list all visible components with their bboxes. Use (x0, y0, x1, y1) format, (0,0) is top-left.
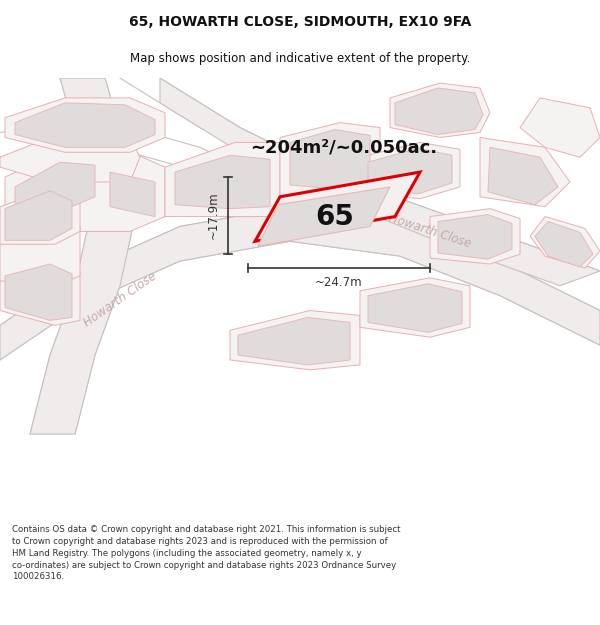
Text: Map shows position and indicative extent of the property.: Map shows position and indicative extent… (130, 52, 470, 65)
Polygon shape (0, 138, 140, 182)
Polygon shape (390, 83, 490, 138)
Polygon shape (160, 78, 600, 286)
Text: 65: 65 (316, 202, 355, 231)
Text: ~17.9m: ~17.9m (206, 192, 220, 239)
Polygon shape (360, 278, 470, 338)
Polygon shape (255, 172, 420, 241)
Polygon shape (535, 221, 593, 267)
Polygon shape (488, 148, 558, 205)
Polygon shape (530, 217, 600, 268)
Polygon shape (290, 129, 370, 189)
Text: Contains OS data © Crown copyright and database right 2021. This information is : Contains OS data © Crown copyright and d… (12, 525, 401, 581)
Polygon shape (165, 142, 280, 217)
Polygon shape (368, 284, 462, 332)
Polygon shape (438, 214, 512, 259)
Polygon shape (15, 103, 155, 148)
Polygon shape (5, 98, 165, 152)
Text: Howarth Close: Howarth Close (387, 212, 473, 251)
Text: ~204m²/~0.050ac.: ~204m²/~0.050ac. (250, 138, 437, 156)
Polygon shape (238, 318, 350, 365)
Text: Howarth Close: Howarth Close (81, 269, 159, 329)
Polygon shape (175, 155, 270, 209)
Polygon shape (0, 187, 80, 244)
Polygon shape (520, 98, 600, 158)
Polygon shape (30, 78, 135, 434)
Polygon shape (395, 88, 483, 134)
Text: 65, HOWARTH CLOSE, SIDMOUTH, EX10 9FA: 65, HOWARTH CLOSE, SIDMOUTH, EX10 9FA (129, 15, 471, 29)
Polygon shape (5, 148, 165, 231)
Polygon shape (0, 207, 600, 360)
Polygon shape (5, 191, 72, 240)
Polygon shape (0, 261, 80, 326)
Polygon shape (360, 142, 460, 199)
Polygon shape (280, 122, 380, 197)
Polygon shape (430, 209, 520, 264)
Polygon shape (15, 162, 95, 212)
Polygon shape (110, 172, 155, 217)
Polygon shape (5, 264, 72, 321)
Text: ~24.7m: ~24.7m (315, 276, 363, 289)
Polygon shape (368, 148, 452, 194)
Polygon shape (230, 311, 360, 370)
Polygon shape (480, 138, 570, 207)
Polygon shape (258, 187, 390, 246)
Polygon shape (0, 217, 80, 286)
